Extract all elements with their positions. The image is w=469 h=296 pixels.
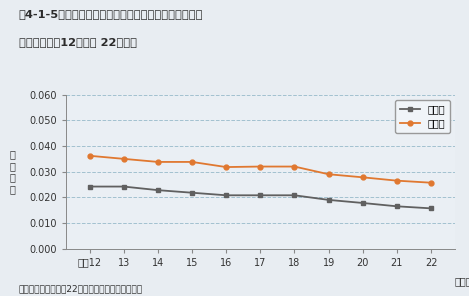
自排局 xyxy=(223,165,229,169)
一般局 xyxy=(428,207,434,210)
Y-axis label: 年
平
均
値: 年 平 均 値 xyxy=(9,149,15,194)
一般局 xyxy=(121,185,127,188)
Text: の推移（平成12年度～ 22年度）: の推移（平成12年度～ 22年度） xyxy=(19,37,137,47)
一般局 xyxy=(394,205,400,208)
自排局 xyxy=(87,154,92,157)
Text: 図4-1-5　対策地域における二酸化窒素濃度の年平均値: 図4-1-5 対策地域における二酸化窒素濃度の年平均値 xyxy=(19,9,203,19)
自排局 xyxy=(121,157,127,161)
Line: 一般局: 一般局 xyxy=(87,184,433,211)
自排局 xyxy=(257,165,263,168)
自排局 xyxy=(394,179,400,182)
Text: （年度）: （年度） xyxy=(455,276,469,286)
Text: 出典：環境省「平成22年度大気汚染状況報告書」: 出典：環境省「平成22年度大気汚染状況報告書」 xyxy=(19,284,143,293)
自排局 xyxy=(292,165,297,168)
自排局 xyxy=(326,173,332,176)
自排局 xyxy=(428,181,434,184)
一般局 xyxy=(257,194,263,197)
一般局 xyxy=(87,185,92,188)
一般局 xyxy=(189,191,195,194)
一般局 xyxy=(223,194,229,197)
自排局 xyxy=(189,160,195,164)
一般局 xyxy=(326,198,332,202)
一般局 xyxy=(292,194,297,197)
Legend: 一般局, 自排局: 一般局, 自排局 xyxy=(395,99,450,133)
一般局 xyxy=(155,188,161,192)
一般局 xyxy=(360,201,365,205)
自排局 xyxy=(360,176,365,179)
自排局 xyxy=(155,160,161,164)
Line: 自排局: 自排局 xyxy=(87,153,433,185)
